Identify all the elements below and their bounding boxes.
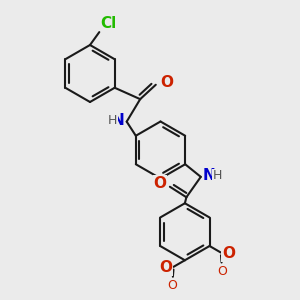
Text: O: O bbox=[217, 265, 227, 278]
Text: N: N bbox=[202, 168, 215, 183]
Text: O: O bbox=[160, 75, 173, 90]
Text: Cl: Cl bbox=[100, 16, 117, 31]
Text: N: N bbox=[112, 112, 124, 128]
Text: O: O bbox=[159, 260, 172, 275]
Text: O: O bbox=[222, 246, 235, 261]
Text: H: H bbox=[108, 114, 118, 127]
Text: O: O bbox=[167, 279, 177, 292]
Text: O: O bbox=[153, 176, 166, 191]
Text: H: H bbox=[213, 169, 222, 182]
